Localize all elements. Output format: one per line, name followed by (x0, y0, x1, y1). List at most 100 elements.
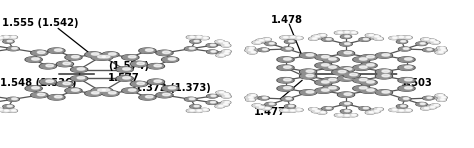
Circle shape (340, 102, 352, 106)
Circle shape (57, 82, 73, 86)
Circle shape (91, 88, 108, 93)
Circle shape (318, 34, 326, 37)
Circle shape (366, 81, 374, 83)
Circle shape (31, 50, 48, 56)
Circle shape (376, 90, 392, 95)
Circle shape (137, 82, 145, 85)
Circle shape (359, 66, 367, 68)
Circle shape (85, 52, 102, 57)
Circle shape (335, 31, 344, 34)
Circle shape (315, 80, 332, 85)
Circle shape (316, 88, 331, 93)
Circle shape (189, 48, 195, 49)
Circle shape (251, 51, 255, 53)
Circle shape (440, 47, 445, 49)
Circle shape (365, 111, 375, 114)
Circle shape (284, 105, 296, 108)
Circle shape (283, 66, 291, 68)
Circle shape (168, 58, 176, 60)
Circle shape (420, 103, 425, 105)
Circle shape (322, 57, 339, 62)
Circle shape (300, 74, 317, 79)
Circle shape (259, 40, 264, 41)
Circle shape (102, 52, 119, 57)
Circle shape (282, 47, 293, 51)
Circle shape (316, 63, 331, 68)
Circle shape (278, 86, 293, 91)
Circle shape (404, 58, 412, 60)
Circle shape (382, 74, 390, 77)
Circle shape (316, 55, 331, 60)
Circle shape (312, 110, 320, 113)
Circle shape (372, 35, 380, 38)
Circle shape (256, 106, 265, 109)
Circle shape (285, 40, 295, 43)
Circle shape (349, 114, 357, 116)
Circle shape (360, 80, 377, 85)
Circle shape (427, 49, 432, 50)
Circle shape (72, 76, 87, 81)
Circle shape (301, 53, 316, 58)
Circle shape (396, 36, 405, 39)
Circle shape (342, 31, 350, 34)
Circle shape (154, 80, 162, 82)
Circle shape (390, 37, 398, 39)
Text: 1.503: 1.503 (401, 78, 432, 89)
Circle shape (71, 76, 88, 81)
Circle shape (168, 87, 176, 89)
Circle shape (207, 94, 218, 98)
Circle shape (349, 32, 357, 34)
Circle shape (201, 37, 209, 39)
Circle shape (266, 42, 275, 45)
Circle shape (291, 36, 295, 38)
Circle shape (71, 67, 88, 72)
Circle shape (361, 80, 376, 85)
Circle shape (0, 109, 2, 110)
Circle shape (375, 69, 392, 74)
Circle shape (63, 62, 71, 65)
Circle shape (354, 78, 369, 83)
Circle shape (366, 111, 374, 114)
Circle shape (441, 97, 446, 98)
Circle shape (353, 86, 370, 91)
Circle shape (265, 38, 270, 40)
Circle shape (423, 48, 434, 52)
Circle shape (282, 97, 293, 101)
Circle shape (406, 37, 410, 38)
Circle shape (148, 79, 164, 84)
Circle shape (225, 95, 229, 97)
Circle shape (402, 109, 412, 112)
Circle shape (277, 86, 294, 91)
Circle shape (297, 109, 301, 110)
Circle shape (287, 36, 296, 39)
Circle shape (4, 40, 13, 43)
Circle shape (403, 98, 409, 99)
Circle shape (9, 36, 17, 38)
Circle shape (248, 97, 253, 98)
Circle shape (382, 91, 390, 93)
Circle shape (375, 53, 392, 58)
Circle shape (194, 105, 199, 107)
Circle shape (146, 95, 153, 98)
Circle shape (315, 88, 332, 93)
Circle shape (375, 90, 392, 95)
Circle shape (221, 44, 231, 47)
Circle shape (328, 78, 337, 81)
Circle shape (361, 55, 376, 60)
Circle shape (323, 65, 338, 70)
Circle shape (66, 55, 81, 60)
Circle shape (197, 110, 201, 111)
Circle shape (211, 51, 216, 52)
Circle shape (11, 110, 16, 111)
Circle shape (146, 49, 153, 51)
Circle shape (374, 110, 379, 112)
Circle shape (262, 38, 271, 41)
Circle shape (283, 58, 291, 60)
Circle shape (328, 58, 337, 60)
Circle shape (12, 48, 17, 49)
Circle shape (40, 64, 55, 69)
Circle shape (317, 34, 327, 37)
Circle shape (223, 42, 228, 44)
Circle shape (156, 50, 173, 56)
Circle shape (369, 34, 374, 36)
